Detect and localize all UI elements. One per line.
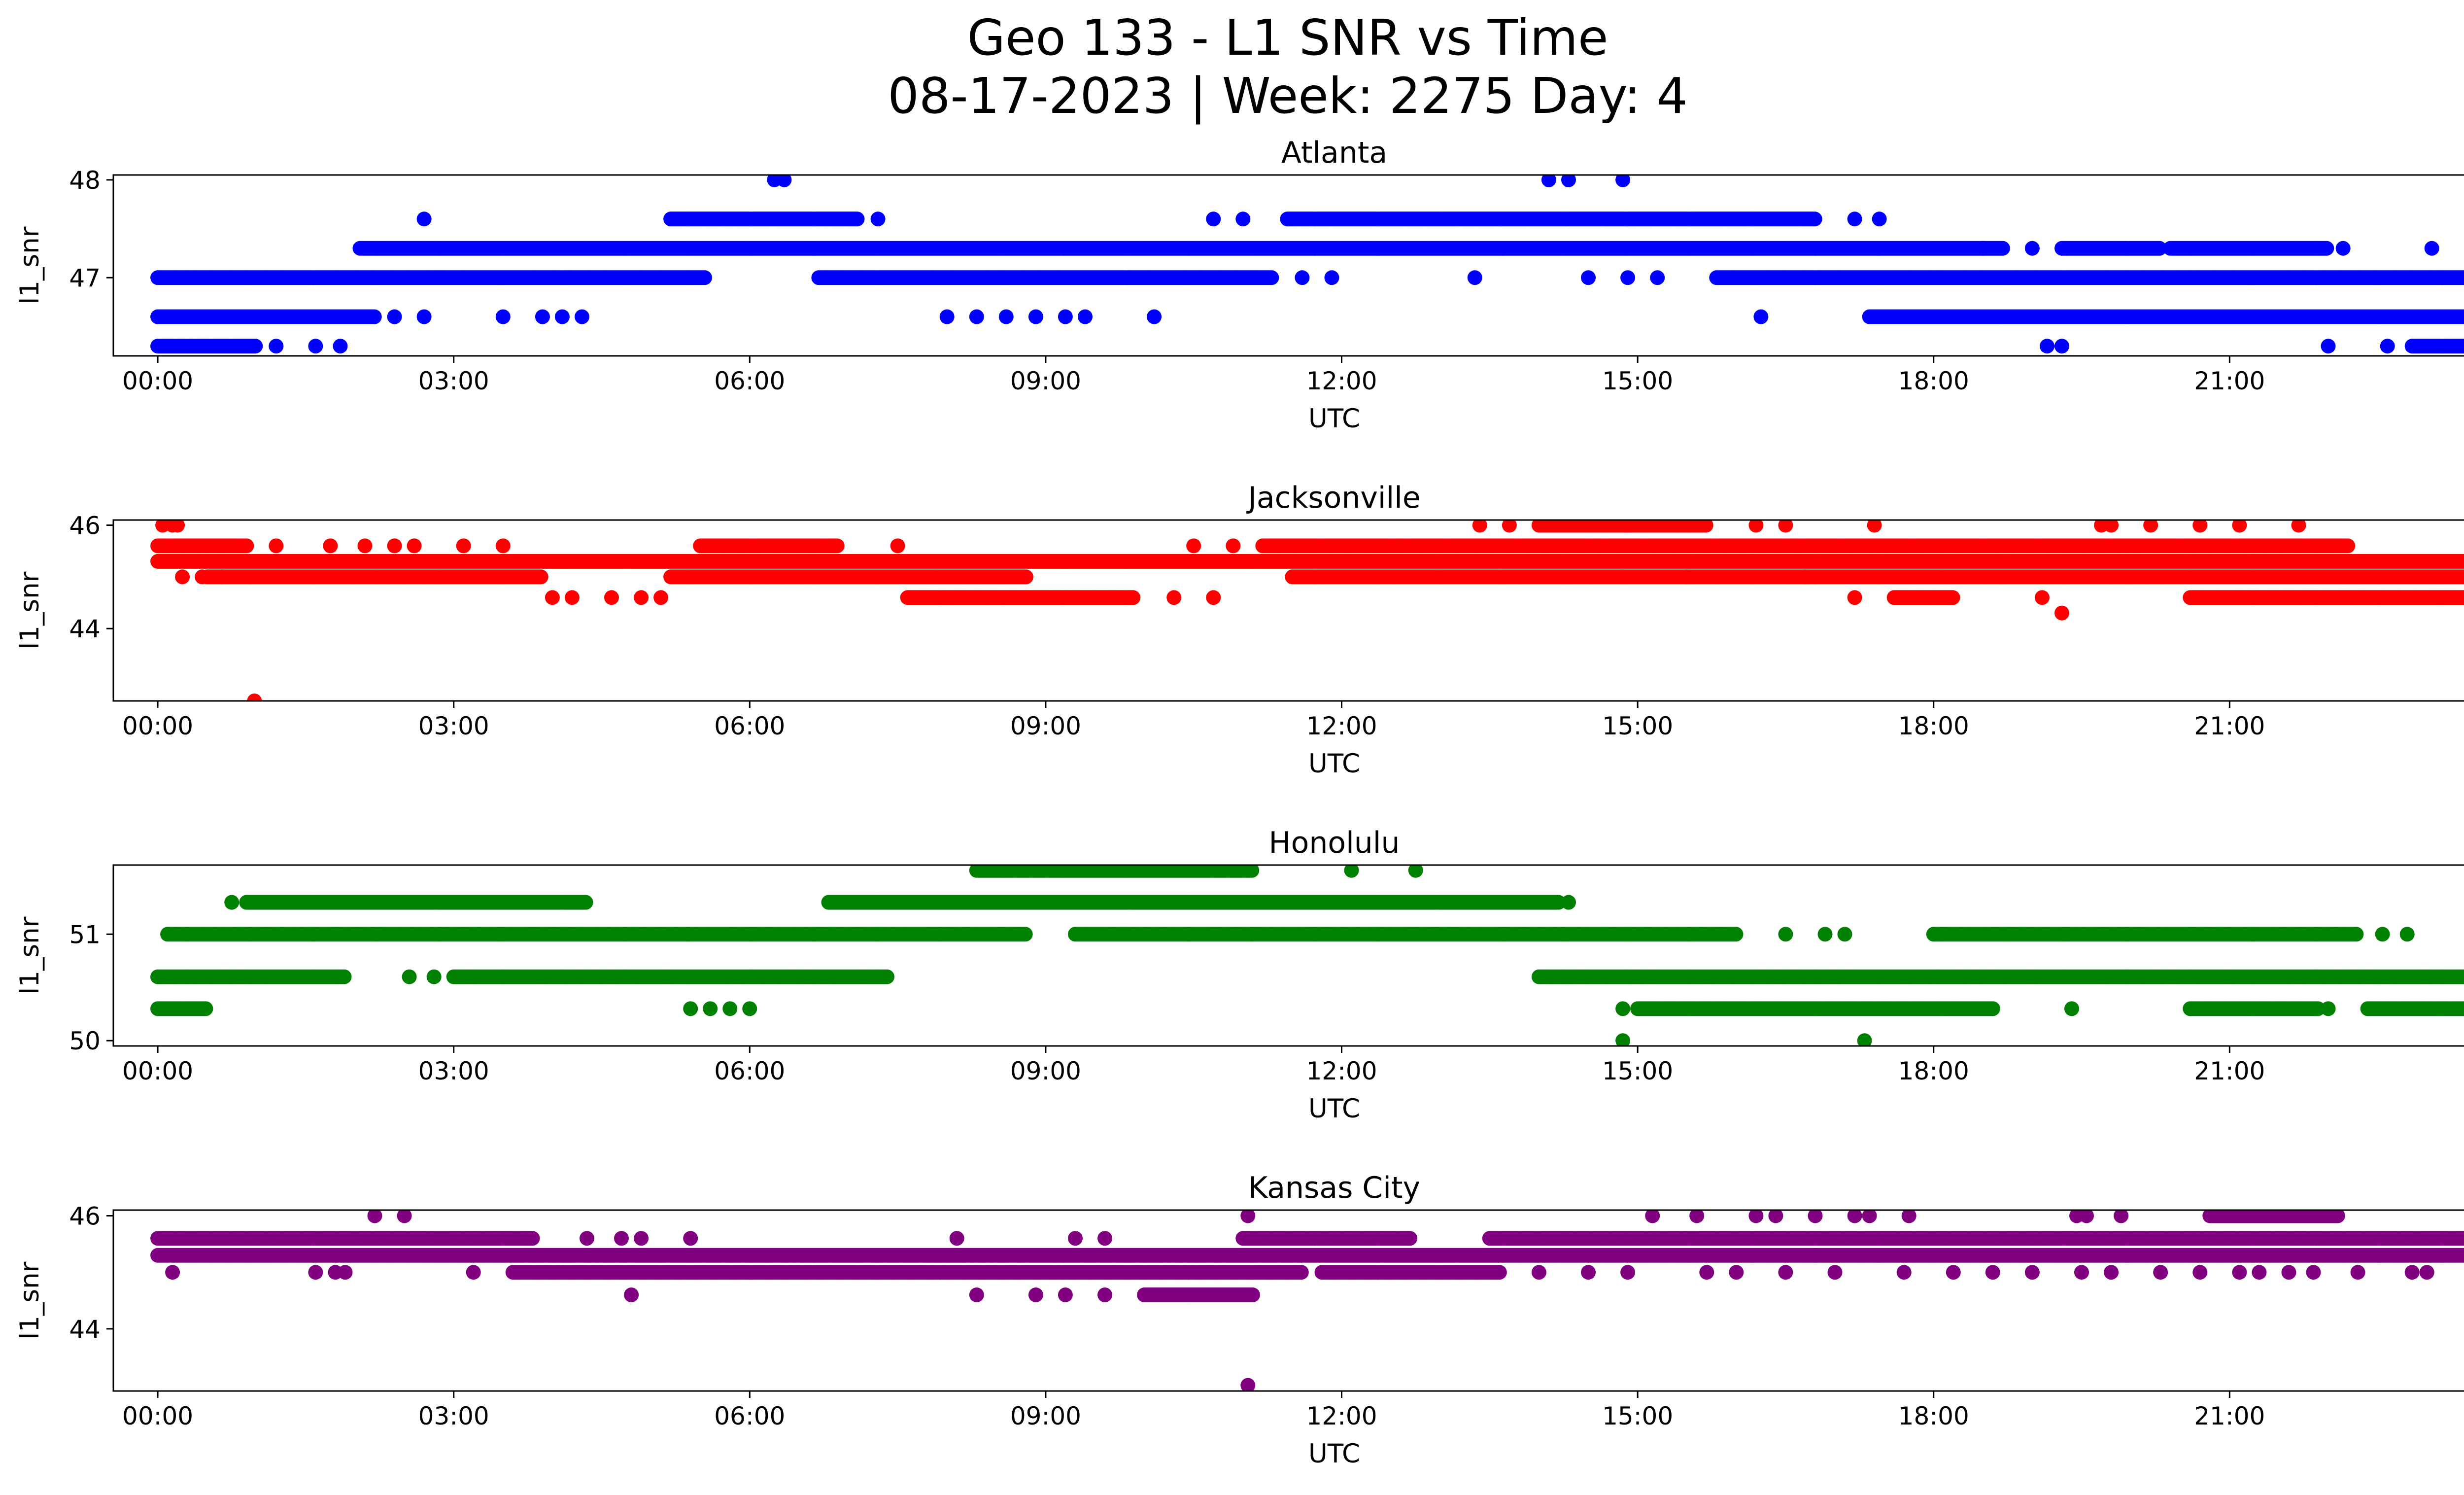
data-point — [1078, 309, 1093, 324]
data-point — [939, 309, 955, 324]
x-tick-label: 21:00 — [2194, 367, 2265, 395]
data-point — [2462, 312, 2464, 322]
data-point — [969, 309, 984, 324]
x-tick-label: 06:00 — [714, 367, 785, 395]
data-point — [1620, 270, 1636, 285]
data-point — [1872, 211, 1887, 227]
data-point — [1206, 211, 1221, 227]
data-point — [269, 339, 284, 354]
data-point — [1995, 241, 2010, 256]
figure-title-line2: 08-17-2023 | Week: 2275 Day: 4 — [888, 67, 1688, 125]
x-tick-label: 15:00 — [1602, 367, 1673, 395]
data-point — [2040, 339, 2054, 354]
data-points — [150, 175, 2464, 354]
data-point — [554, 309, 570, 324]
data-point — [998, 309, 1014, 324]
subplot-title: Jacksonville — [1246, 481, 1421, 515]
data-point — [308, 339, 323, 354]
data-point — [2024, 241, 2040, 256]
data-point — [777, 175, 792, 187]
data-point — [416, 211, 432, 227]
x-tick-label: 12:00 — [1306, 367, 1377, 395]
data-point — [1561, 175, 1576, 187]
data-point — [1581, 270, 1596, 285]
data-point — [2424, 241, 2439, 256]
x-tick-label: 18:00 — [1898, 367, 1969, 395]
data-point — [1847, 211, 1862, 227]
data-point — [2321, 339, 2336, 354]
data-point — [248, 339, 263, 354]
data-point — [1264, 270, 1279, 285]
axes-frame — [112, 174, 2464, 357]
y-tick-label: 48 — [69, 166, 101, 195]
data-point — [575, 309, 589, 324]
data-point — [1235, 211, 1251, 227]
data-point — [1467, 270, 1482, 285]
data-point — [367, 309, 382, 324]
data-point — [1753, 309, 1769, 324]
data-point — [850, 211, 865, 227]
data-point — [2335, 241, 2351, 256]
data-point — [2462, 341, 2464, 352]
data-point — [1028, 309, 1043, 324]
data-point — [1324, 270, 1339, 285]
data-point — [533, 569, 548, 585]
data-point — [2380, 339, 2395, 354]
data-point — [697, 270, 712, 285]
data-point — [1018, 569, 1033, 585]
data-point — [416, 309, 432, 324]
data-point — [870, 211, 886, 227]
data-point — [1975, 241, 1990, 256]
data-point — [1295, 270, 1310, 285]
data-point — [387, 309, 402, 324]
subplot-1: Atlanta 00:00 03:00 06:00 09:00 12:00 15:00 18:… — [15, 136, 2464, 434]
data-point — [495, 309, 511, 324]
data-point — [1058, 309, 1073, 324]
data-point — [1541, 175, 1556, 187]
y-axis-label: l1_snr — [15, 226, 45, 304]
x-tick-label: 09:00 — [1010, 367, 1081, 395]
data-point — [1807, 211, 1822, 227]
data-point — [2152, 241, 2167, 256]
y-tick-label: 47 — [69, 264, 101, 292]
data-point — [1650, 270, 1665, 285]
figure-title-line1: Geo 133 - L1 SNR vs Time — [967, 9, 1608, 67]
x-tick-label: 00:00 — [122, 367, 193, 395]
data-point — [333, 339, 348, 354]
data-point — [2462, 273, 2464, 283]
data-point — [2463, 556, 2464, 566]
data-points — [150, 520, 2464, 701]
figure-title: Geo 133 - L1 SNR vs Time 08-17-2023 | We… — [0, 9, 2464, 125]
data-point — [1147, 309, 1162, 324]
data-point — [2054, 339, 2069, 354]
subplot-title: Atlanta — [1281, 136, 1387, 170]
x-tick-label: 03:00 — [418, 367, 489, 395]
data-point — [535, 309, 550, 324]
data-point — [1615, 175, 1631, 187]
x-axis-label: UTC — [1308, 404, 1360, 434]
data-point — [2319, 241, 2334, 256]
